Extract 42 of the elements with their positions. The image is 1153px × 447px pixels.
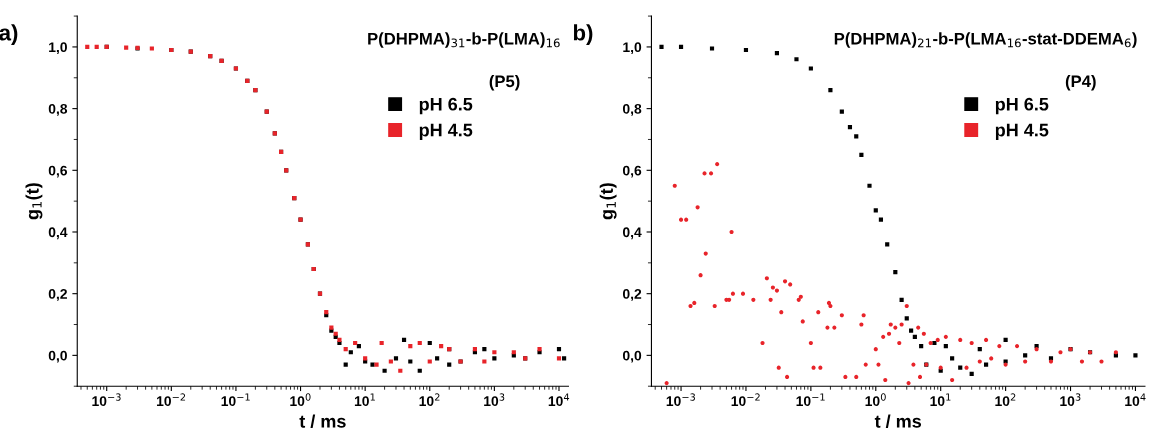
x-tick-label: 10$^{3}$ (484, 393, 505, 407)
y-tick-label: 0,2 (48, 289, 67, 301)
x-tick-label: 10$^{2}$ (995, 393, 1016, 407)
x-tick-label: 10$^{−2}$ (156, 393, 186, 407)
text: (P5) (489, 74, 520, 91)
y-tick-label: 0,0 (48, 350, 67, 363)
text: b) (573, 24, 593, 45)
y-tick-label: 0,4 (622, 227, 642, 240)
y-tick-label: 0,8 (622, 103, 642, 116)
x-tick-label: 10$^{1}$ (354, 393, 375, 407)
y-axis-title: g$_{1}$(t) (599, 183, 617, 220)
y-tick-label: 0,8 (48, 103, 68, 116)
text: P(DHPMA)$_{31}$-b-P(LMA)$_{16}$ (368, 32, 560, 48)
x-tick-label: 10$^{4}$ (548, 393, 570, 407)
y-tick-label: 0,6 (48, 165, 68, 178)
legend-label: pH 6.5 (419, 97, 473, 115)
x-tick-label: 10$^{3}$ (1060, 393, 1081, 407)
y-tick-label: 0,2 (622, 289, 642, 301)
x-tick-label: 10$^{2}$ (419, 393, 440, 407)
text: a) (0, 24, 18, 45)
x-tick-label: 10$^{1}$ (930, 393, 951, 407)
y-tick-label: 0,4 (48, 227, 68, 240)
y-tick-label: 1,0 (49, 42, 67, 55)
x-tick-label: 10$^{0}$ (865, 393, 886, 407)
x-tick-label: 10$^{−1}$ (796, 393, 825, 407)
x-tick-label: 10$^{−3}$ (92, 393, 121, 407)
x-tick-label: 10$^{−2}$ (731, 393, 760, 407)
y-axis-title: g$_{1}$(t) (25, 183, 43, 220)
x-tick-label: 10$^{4}$ (1125, 393, 1146, 407)
x-tick-label: 10$^{−1}$ (221, 393, 250, 407)
legend-label: pH 6.5 (995, 97, 1049, 115)
y-tick-label: 1,0 (623, 42, 642, 55)
legend-label: pH 4.5 (419, 123, 473, 141)
text: P(DHPMA)$_{21}$-b-P(LMA$_{16}$-stat-DDEMA$_{6}$) (834, 32, 1137, 48)
x-axis-title: t / ms (299, 414, 346, 428)
text: (P4) (1065, 74, 1096, 91)
x-axis-title: t / ms (874, 414, 922, 428)
legend-label: pH 4.5 (995, 123, 1049, 141)
y-tick-label: 0,0 (622, 350, 642, 363)
y-tick-label: 0,6 (622, 165, 642, 178)
x-tick-label: 10$^{0}$ (290, 393, 311, 407)
x-tick-label: 10$^{−3}$ (666, 393, 695, 407)
